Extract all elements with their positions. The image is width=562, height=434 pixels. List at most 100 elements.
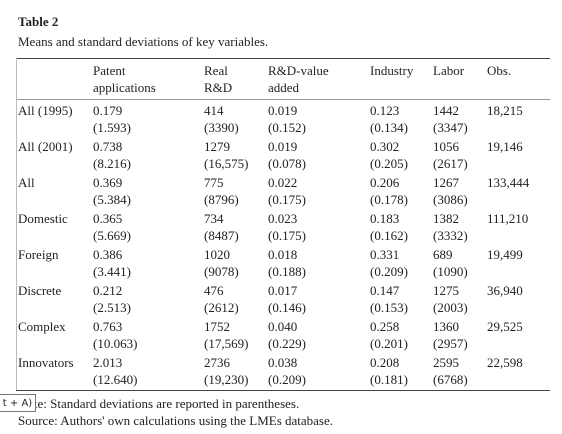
sd-cell: (2617) [433,156,468,171]
column-header: R&D [204,80,233,95]
sd-cell: (0.152) [268,120,306,135]
row-label: Discrete [18,283,62,298]
mean-cell: 1056 [433,139,459,154]
column-header: Real [204,63,228,78]
mean-cell: 0.258 [370,319,400,334]
mean-cell: 1752 [204,319,230,334]
sd-cell: (0.162) [370,228,408,243]
mean-cell: 1279 [204,139,230,154]
mean-cell: 19,499 [487,247,523,262]
sd-cell: (8487) [204,228,239,243]
sd-cell: (0.229) [268,336,306,351]
mean-cell: 0.365 [93,211,123,226]
mean-cell: 0.017 [268,283,298,298]
sd-cell: (10.063) [93,336,138,351]
sd-cell: (17,569) [204,336,249,351]
mean-cell: 2595 [433,355,459,370]
sd-cell: (2003) [433,300,468,315]
row-label: Domestic [18,211,68,226]
column-header: Industry [370,63,414,78]
mean-cell: 414 [204,103,224,118]
column-header: applications [93,80,156,95]
mean-cell: 0.040 [268,319,298,334]
sd-cell: (2.513) [93,300,131,315]
row-label: All (1995) [18,103,73,118]
mean-cell: 2.013 [93,355,123,370]
sd-cell: (1.593) [93,120,131,135]
table-title: Table 2 [18,14,59,29]
mean-cell: 0.019 [268,139,298,154]
row-label: All (2001) [18,139,73,154]
row-label: Foreign [18,247,59,262]
sd-cell: (0.134) [370,120,408,135]
sd-cell: (5.384) [93,192,131,207]
sd-cell: (0.181) [370,372,408,387]
mean-cell: 19,146 [487,139,523,154]
mean-cell: 1442 [433,103,459,118]
sd-cell: (19,230) [204,372,249,387]
sd-cell: (0.209) [370,264,408,279]
column-header: Obs. [487,63,512,78]
sd-cell: (9078) [204,264,239,279]
sd-cell: (2957) [433,336,468,351]
mean-cell: 0.369 [93,175,123,190]
mean-cell: 0.208 [370,355,400,370]
sd-cell: (5.669) [93,228,131,243]
sd-cell: (3390) [204,120,239,135]
top-rule [16,58,550,59]
mean-cell: 0.018 [268,247,298,262]
mean-cell: 0.147 [370,283,400,298]
sd-cell: (8796) [204,192,239,207]
mean-cell: 0.386 [93,247,123,262]
sd-cell: (2612) [204,300,239,315]
mean-cell: 1382 [433,211,459,226]
mean-cell: 2736 [204,355,230,370]
column-header: R&D-value [268,63,329,78]
mean-cell: 22,598 [487,355,523,370]
sd-cell: (0.205) [370,156,408,171]
sd-cell: (16,575) [204,156,249,171]
mean-cell: 0.023 [268,211,298,226]
mean-cell: 0.019 [268,103,298,118]
mean-cell: 0.038 [268,355,298,370]
mean-cell: 775 [204,175,224,190]
mean-cell: 1267 [433,175,459,190]
mean-cell: 111,210 [487,211,529,226]
mean-cell: 0.763 [93,319,123,334]
mean-cell: 0.331 [370,247,400,262]
sd-cell: (0.175) [268,192,306,207]
row-label: All [18,175,35,190]
sd-cell: (0.175) [268,228,306,243]
sd-cell: (12.640) [93,372,138,387]
table-caption: Means and standard deviations of key var… [18,34,269,49]
column-header: added [268,80,300,95]
sd-cell: (0.078) [268,156,306,171]
column-header: Labor [433,63,465,78]
sd-cell: (0.146) [268,300,306,315]
mean-cell: 29,525 [487,319,523,334]
mean-cell: 734 [204,211,224,226]
table-source: Source: Authors' own calculations using … [18,413,334,428]
column-header: Patent [93,63,126,78]
mean-cell: 0.206 [370,175,400,190]
bottom-rule [16,390,550,391]
sd-cell: (3086) [433,192,468,207]
left-border [16,58,17,390]
sd-cell: (3347) [433,120,468,135]
sd-cell: (6768) [433,372,468,387]
mean-cell: 133,444 [487,175,530,190]
mean-cell: 1360 [433,319,459,334]
sd-cell: (3.441) [93,264,131,279]
mean-cell: 0.212 [93,283,123,298]
sd-cell: (0.178) [370,192,408,207]
sd-cell: (1090) [433,264,468,279]
tooltip: t + A) [0,394,36,412]
sd-cell: (3332) [433,228,468,243]
mean-cell: 1275 [433,283,459,298]
row-label: Innovators [18,355,74,370]
mean-cell: 689 [433,247,453,262]
sd-cell: (0.201) [370,336,408,351]
header-rule [16,99,550,100]
mean-cell: 0.738 [93,139,123,154]
